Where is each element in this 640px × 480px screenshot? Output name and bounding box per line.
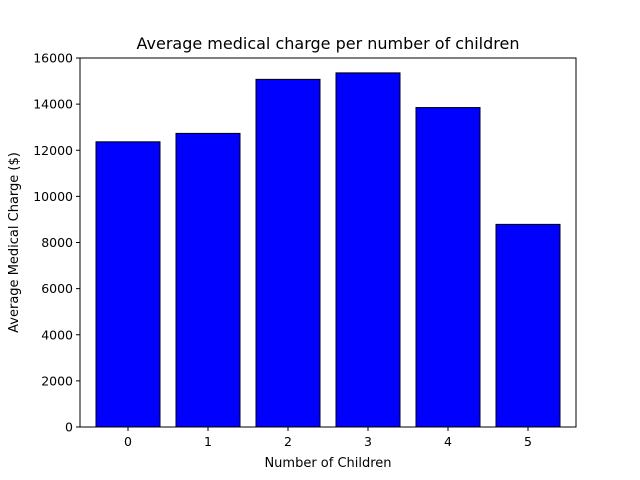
bars-layer	[95, 72, 561, 428]
y-tick-label: 16000	[33, 51, 73, 66]
x-axis: 0 1 2 3 4 5	[124, 427, 532, 449]
x-tick-label: 0	[124, 434, 132, 449]
x-axis-label: Number of Children	[264, 456, 391, 471]
bar-5	[495, 223, 561, 428]
chart-title: Average medical charge per number of chi…	[137, 34, 520, 53]
x-tick-label: 5	[524, 434, 532, 449]
y-tick-label: 8000	[41, 235, 73, 250]
y-axis-label: Average Medical Charge ($)	[7, 152, 22, 333]
bar-1	[175, 132, 241, 428]
y-tick-label: 2000	[41, 373, 73, 388]
y-axis: 0 2000 4000 6000 8000 10000 12000 14000 16000	[33, 51, 80, 435]
bar-3	[335, 72, 401, 428]
bar-0	[95, 141, 161, 428]
x-tick-label: 3	[364, 434, 372, 449]
y-tick-label: 4000	[41, 327, 73, 342]
bar-4	[415, 107, 481, 428]
x-tick-label: 4	[444, 434, 452, 449]
x-tick-label: 2	[284, 434, 292, 449]
y-tick-label: 0	[65, 420, 73, 435]
y-tick-label: 10000	[33, 189, 73, 204]
y-tick-label: 14000	[33, 97, 73, 112]
y-tick-label: 6000	[41, 281, 73, 296]
x-tick-label: 1	[204, 434, 212, 449]
y-tick-label: 12000	[33, 143, 73, 158]
bar-2	[255, 78, 321, 428]
